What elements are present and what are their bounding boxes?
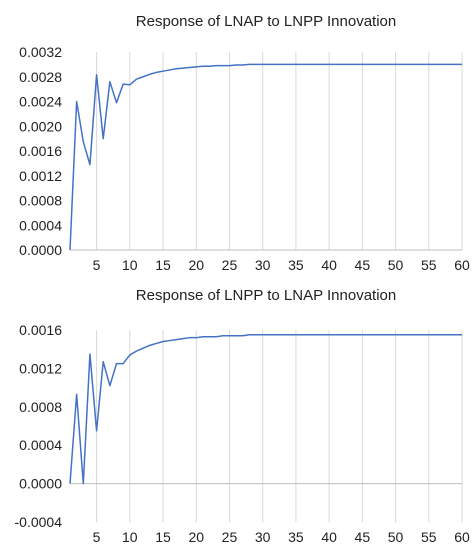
x-tick-label: 15 xyxy=(155,257,171,273)
y-tick-label: 0.0000 xyxy=(19,476,62,492)
chart-title: Response of LNPP to LNAP Innovation xyxy=(136,287,396,304)
chart-lnap-response: Response of LNAP to LNPP Innovation 0.00… xyxy=(19,13,470,273)
y-tick-label: 0.0016 xyxy=(19,322,62,338)
x-tick-label: 55 xyxy=(421,257,437,273)
y-tick-label: 0.0020 xyxy=(19,118,62,134)
x-tick-label: 40 xyxy=(321,529,337,545)
x-tick-label: 10 xyxy=(122,257,138,273)
y-tick-label: 0.0008 xyxy=(19,399,62,415)
x-tick-label: 50 xyxy=(388,257,404,273)
x-tick-label: 15 xyxy=(155,529,171,545)
y-tick-label: 0.0000 xyxy=(19,242,62,258)
x-tick-label: 20 xyxy=(188,257,204,273)
x-tick-label: 55 xyxy=(421,529,437,545)
x-tick-label: 60 xyxy=(454,257,470,273)
y-tick-label: -0.0004 xyxy=(15,514,63,530)
x-tick-label: 35 xyxy=(288,529,304,545)
y-tick-label: 0.0016 xyxy=(19,143,62,159)
series-line xyxy=(69,334,462,485)
chart-lnpp-response: Response of LNPP to LNAP Innovation -0.0… xyxy=(15,287,470,545)
series-line xyxy=(69,63,462,251)
y-tick-label: 0.0008 xyxy=(19,193,62,209)
y-tick-label: 0.0012 xyxy=(19,360,62,376)
x-tick-label: 45 xyxy=(355,529,371,545)
y-tick-label: 0.0004 xyxy=(19,217,62,233)
x-tick-label: 10 xyxy=(122,529,138,545)
y-tick-label: 0.0028 xyxy=(19,69,62,85)
x-tick-label: 20 xyxy=(188,529,204,545)
x-tick-label: 50 xyxy=(388,529,404,545)
y-tick-label: 0.0032 xyxy=(19,44,62,60)
x-tick-label: 25 xyxy=(222,257,238,273)
x-tick-label: 30 xyxy=(255,529,271,545)
x-tick-label: 40 xyxy=(321,257,337,273)
y-tick-label: 0.0004 xyxy=(19,437,62,453)
x-tick-label: 5 xyxy=(93,529,101,545)
chart-title: Response of LNAP to LNPP Innovation xyxy=(136,13,396,30)
x-tick-label: 45 xyxy=(355,257,371,273)
x-tick-label: 60 xyxy=(454,529,470,545)
x-tick-label: 5 xyxy=(93,257,101,273)
x-tick-label: 25 xyxy=(222,529,238,545)
y-tick-label: 0.0024 xyxy=(19,94,62,110)
x-tick-label: 30 xyxy=(255,257,271,273)
x-tick-label: 35 xyxy=(288,257,304,273)
y-tick-label: 0.0012 xyxy=(19,168,62,184)
